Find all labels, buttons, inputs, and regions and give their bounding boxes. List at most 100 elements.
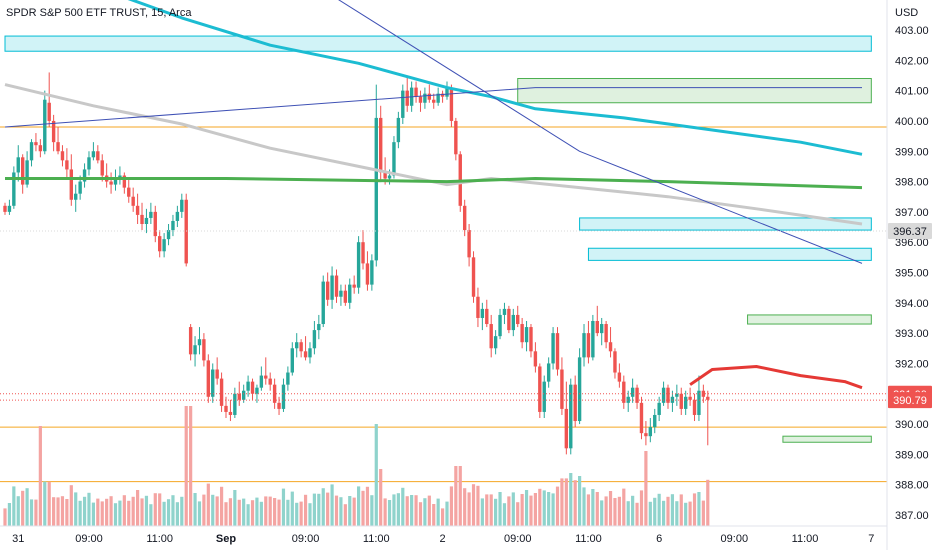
x-axis[interactable]: 31 09:00 11:00 Sep 09:00 11:00 2 09:00 11:00 6 09:… [12, 533, 874, 545]
candle [639, 396, 644, 440]
candle [87, 151, 91, 176]
candle-body [644, 433, 648, 437]
zone-rect [517, 78, 872, 104]
candle [175, 205, 180, 228]
volume-bar [591, 489, 595, 526]
volume-bar [237, 499, 241, 526]
volume-bar [317, 493, 321, 526]
candle-body [188, 327, 193, 355]
candle [250, 378, 255, 400]
candle [511, 308, 515, 337]
x-tick-label: 09:00 [721, 533, 749, 545]
candle-body [476, 296, 480, 318]
candle-body [462, 205, 467, 231]
candle-body [387, 175, 392, 179]
candle-body [255, 387, 259, 394]
candle [644, 421, 648, 446]
candle-body [480, 308, 485, 318]
candle-body [582, 333, 586, 358]
volume-bar [697, 492, 701, 526]
candle-body [427, 93, 432, 100]
candle-body [69, 169, 73, 200]
candle [158, 230, 162, 258]
candle [560, 357, 564, 415]
candle [60, 145, 65, 167]
candle-body [149, 211, 153, 218]
volume-bar [224, 502, 228, 526]
candle-body [600, 324, 604, 334]
candle [405, 75, 409, 112]
candle-body [454, 120, 458, 155]
candle-body [502, 308, 507, 315]
volume-bar [299, 501, 303, 526]
volume-bar [555, 486, 560, 526]
candle [604, 321, 608, 349]
candle [38, 139, 43, 158]
y-tick-label: 400.00 [895, 116, 929, 128]
candle [69, 154, 73, 206]
candle [622, 375, 626, 409]
candle-body [405, 90, 409, 106]
volume-bar [56, 497, 60, 526]
candle [228, 399, 233, 422]
candle [679, 387, 683, 415]
volume-bar [3, 508, 7, 526]
candle-body [237, 393, 241, 400]
volume-bar [648, 501, 652, 526]
candle-body [418, 96, 423, 103]
candle-body [29, 142, 34, 161]
volume-bar [69, 485, 73, 526]
candle-body [162, 239, 166, 252]
candle [82, 163, 87, 188]
candle-body [529, 327, 533, 352]
candle [564, 381, 569, 455]
candle-body [43, 99, 47, 152]
candle-body [144, 217, 149, 224]
candle [299, 339, 303, 358]
volume-bar [87, 492, 91, 526]
candle-body [555, 333, 560, 370]
candle [569, 378, 573, 455]
candle [321, 275, 325, 328]
candle [122, 172, 127, 194]
volume-bar [357, 486, 361, 526]
moving-average-line [4, 83, 863, 226]
candle-body [432, 99, 436, 103]
volume-bar [343, 504, 347, 526]
candle [29, 139, 34, 167]
volume-bar [295, 502, 299, 526]
x-tick-label: 09:00 [504, 533, 532, 545]
candle [47, 72, 51, 127]
candle [259, 366, 264, 391]
volume-bar [383, 498, 387, 526]
candle-body [471, 257, 476, 297]
x-tick-label: 6 [656, 533, 662, 545]
candle [20, 154, 25, 194]
candle [467, 224, 471, 267]
volume-bar [259, 501, 263, 526]
candle [577, 348, 582, 425]
candle [454, 117, 458, 161]
candle [688, 387, 692, 406]
volume-bar [688, 501, 692, 526]
volume-bar [485, 494, 489, 526]
candle [91, 142, 96, 161]
volume-bar [140, 498, 144, 526]
candle-body [546, 363, 551, 382]
volume-bar [109, 496, 113, 526]
volume-bar [52, 497, 56, 526]
zones-layer [4, 35, 872, 443]
volume-bar [423, 498, 427, 526]
volume-bar [666, 496, 670, 526]
candle [418, 90, 423, 112]
candle [3, 202, 7, 215]
candle [635, 384, 639, 409]
candle-body [193, 345, 197, 355]
volume-bar [529, 495, 533, 526]
volume-bar [113, 503, 118, 526]
candle [56, 127, 60, 155]
candle-body [233, 393, 237, 415]
moving-average-line [127, 0, 863, 156]
